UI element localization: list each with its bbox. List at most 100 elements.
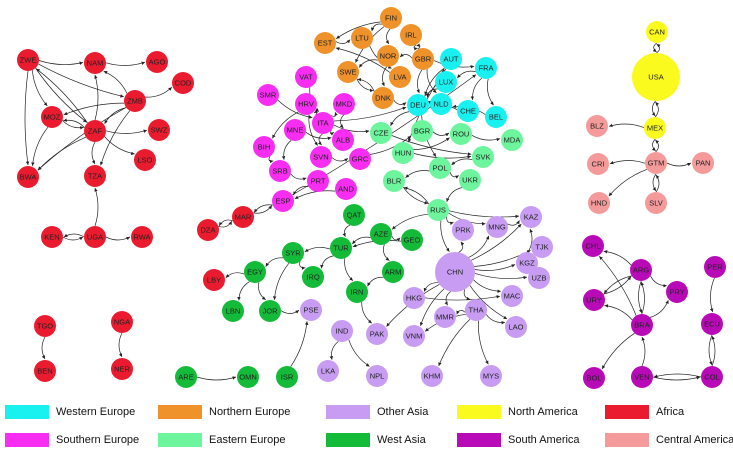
node-label-kgz: KGZ — [519, 259, 535, 268]
node-ltu: LTU — [351, 27, 373, 49]
edge-can-usa — [652, 42, 658, 53]
node-circle-mng — [486, 216, 508, 238]
edge-ven-col — [652, 376, 701, 381]
edge-usa-can — [656, 43, 661, 54]
node-label-jor: JOR — [263, 307, 279, 316]
edge-nor-dnk — [381, 66, 387, 87]
node-circle-gbr — [412, 48, 434, 70]
edge-chn-tha — [463, 289, 471, 301]
edge-egy-lbn — [237, 281, 250, 301]
node-circle-mex — [644, 117, 666, 139]
node-label-chn: CHN — [447, 268, 463, 277]
node-label-bwa: BWA — [20, 173, 37, 182]
node-esp: ESP — [272, 190, 294, 212]
node-hun: HUN — [392, 142, 414, 164]
node-circle-arm — [382, 261, 404, 283]
legend-label-eeu: Eastern Europe — [209, 434, 285, 446]
node-label-lao: LAO — [508, 323, 523, 332]
edge-svk-pol — [451, 158, 473, 166]
node-qat: QAT — [343, 204, 365, 226]
legend-label-sam: South America — [508, 434, 580, 446]
edge-rus-chn — [440, 220, 450, 252]
node-label-mex: MEX — [647, 124, 663, 133]
node-label-lka: LKA — [321, 367, 335, 376]
node-zmb: ZMB — [124, 90, 146, 112]
edge-ind-npl — [348, 339, 370, 367]
edge-pol-blr — [405, 170, 430, 178]
node-chl: CHL — [582, 235, 604, 257]
edge-mar-esp — [253, 205, 273, 214]
node-label-tjk: TJK — [535, 243, 548, 252]
edge-ita-mkd — [331, 111, 338, 117]
node-circle-omn — [237, 366, 259, 388]
node-svk: SVK — [472, 146, 494, 168]
legend-swatch-afr — [605, 405, 649, 419]
node-circle-kgz — [516, 252, 538, 274]
node-label-per: PER — [707, 263, 723, 272]
edge-fin-est — [336, 21, 381, 39]
node-circle-cod — [172, 72, 194, 94]
node-ago: AGO — [146, 51, 168, 73]
legend-item-nam: North America — [457, 405, 579, 419]
node-label-blr: BLR — [387, 177, 402, 186]
node-circle-zwe — [17, 49, 39, 71]
edge-tur-syr — [304, 246, 331, 253]
edge-zwe-zaf — [35, 67, 88, 123]
node-syr: SYR — [282, 242, 304, 264]
node-circle-irl — [400, 24, 422, 46]
edge-hrv-bih — [272, 111, 299, 139]
legend-item-eeu: Eastern Europe — [158, 433, 285, 447]
node-circle-ita — [312, 112, 334, 134]
node-label-swz: SWZ — [151, 126, 168, 135]
node-pan: PAN — [692, 152, 714, 174]
node-col: COL — [701, 366, 723, 388]
node-label-irl: IRL — [405, 31, 417, 40]
edge-arg-bra — [638, 280, 643, 314]
node-circle-jor — [259, 300, 281, 322]
node-irl: IRL — [400, 24, 422, 46]
node-ita: ITA — [312, 112, 334, 134]
legend-swatch-was — [326, 433, 370, 447]
node-circle-pry — [666, 281, 688, 303]
edge-tha-mmr — [456, 310, 466, 315]
node-label-mar: MAR — [235, 213, 252, 222]
node-circle-bra — [631, 314, 653, 336]
node-circle-are — [175, 366, 197, 388]
node-label-pse: PSE — [303, 306, 318, 315]
node-lva: LVA — [389, 66, 411, 88]
edge-hun-rou — [413, 137, 450, 150]
legend-item-seu: Southern Europe — [5, 433, 139, 447]
edge-smr-ita — [277, 99, 313, 119]
node-isr: ISR — [276, 366, 298, 388]
edge-dnk-swe — [357, 77, 375, 92]
node-tur: TUR — [330, 237, 352, 259]
edge-tur-irq — [320, 255, 334, 269]
node-npl: NPL — [366, 365, 388, 387]
edge-ita-cze — [333, 124, 370, 134]
node-dnk: DNK — [372, 87, 394, 109]
node-rou: ROU — [450, 123, 472, 145]
node-label-blz: BLZ — [590, 122, 604, 131]
node-label-nga: NGA — [114, 318, 130, 327]
node-circle-syr — [282, 242, 304, 264]
edge-nor-swe — [358, 59, 378, 68]
node-label-mys: MYS — [483, 372, 499, 381]
node-label-zmb: ZMB — [127, 97, 143, 106]
node-circle-qat — [343, 204, 365, 226]
node-circle-che — [457, 100, 479, 122]
edge-moz-zaf — [62, 120, 84, 130]
node-circle-slv — [645, 192, 667, 214]
node-circle-pak — [366, 323, 388, 345]
node-circle-mac — [501, 285, 523, 307]
node-label-ind: IND — [336, 327, 350, 336]
node-label-nor: NOR — [380, 52, 397, 61]
edge-zaf-tza — [91, 141, 96, 165]
node-circle-cri — [587, 153, 609, 175]
edge-gtm-slv — [652, 173, 657, 192]
edge-nga-ner — [118, 332, 123, 358]
node-label-tgo: TGO — [37, 322, 53, 331]
legend-label-afr: Africa — [656, 406, 685, 418]
node-mex: MEX — [644, 117, 666, 139]
node-circle-bel — [485, 106, 507, 128]
node-circle-uzb — [528, 267, 550, 289]
